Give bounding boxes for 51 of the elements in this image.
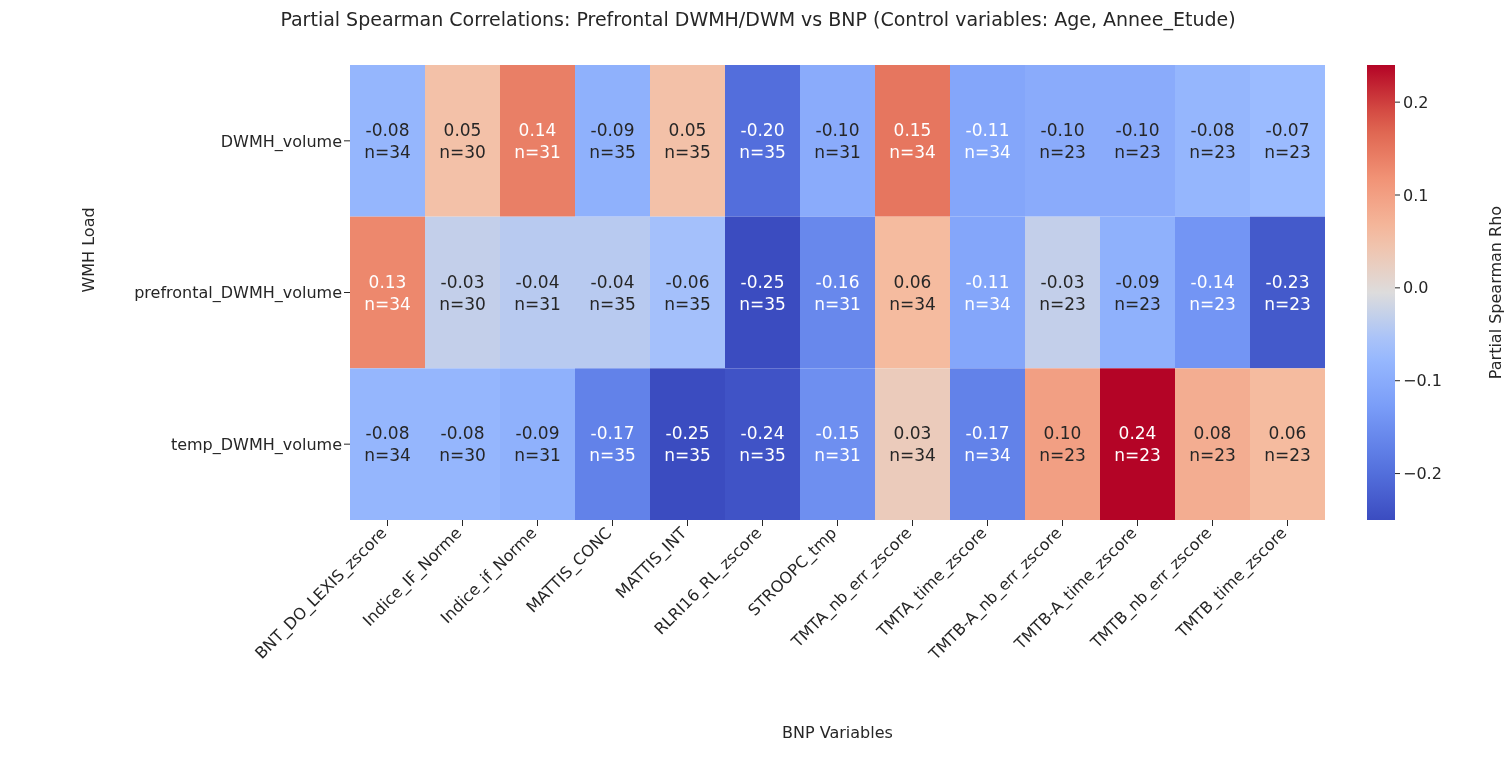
y-tick-label: temp_DWMH_volume bbox=[170, 434, 342, 455]
data-label: -0.10 n=23 bbox=[1114, 119, 1161, 162]
data-label: 0.05 n=30 bbox=[439, 119, 486, 162]
data-label: -0.15 n=31 bbox=[814, 423, 861, 466]
data-label: -0.09 n=23 bbox=[1114, 271, 1161, 314]
data-label: -0.08 n=34 bbox=[364, 119, 411, 162]
data-label: -0.16 n=31 bbox=[814, 271, 861, 314]
data-label: -0.07 n=23 bbox=[1264, 119, 1311, 162]
data-label: 0.15 n=34 bbox=[889, 119, 936, 162]
data-label: 0.14 n=31 bbox=[514, 119, 561, 162]
data-label: -0.23 n=23 bbox=[1264, 271, 1311, 314]
color-bar-label: −0.1 bbox=[1403, 371, 1442, 391]
color-bar-label: −0.2 bbox=[1403, 464, 1442, 484]
data-label: 0.05 n=35 bbox=[664, 119, 711, 162]
data-label: -0.09 n=35 bbox=[589, 119, 636, 162]
data-label: -0.17 n=35 bbox=[589, 423, 636, 466]
data-label: -0.06 n=35 bbox=[664, 271, 711, 314]
data-label: -0.25 n=35 bbox=[664, 423, 711, 466]
data-label: 0.10 n=23 bbox=[1039, 423, 1086, 466]
color-bar-label: 0.0 bbox=[1403, 278, 1429, 298]
data-label: -0.10 n=23 bbox=[1039, 119, 1086, 162]
data-label: -0.20 n=35 bbox=[739, 119, 786, 162]
data-label: -0.03 n=30 bbox=[439, 271, 486, 314]
data-label: -0.08 n=23 bbox=[1189, 119, 1236, 162]
data-label: -0.25 n=35 bbox=[739, 271, 786, 314]
data-label: 0.03 n=34 bbox=[889, 423, 936, 466]
data-label: -0.08 n=34 bbox=[364, 423, 411, 466]
data-label: -0.08 n=30 bbox=[439, 423, 486, 466]
data-label: -0.04 n=31 bbox=[514, 271, 561, 314]
data-label: -0.04 n=35 bbox=[589, 271, 636, 314]
color-bar-label: 0.2 bbox=[1403, 92, 1429, 112]
data-label: -0.24 n=35 bbox=[739, 423, 786, 466]
data-label: -0.09 n=31 bbox=[514, 423, 561, 466]
data-label: -0.03 n=23 bbox=[1039, 271, 1086, 314]
y-tick-label: DWMH_volume bbox=[220, 131, 342, 152]
data-label: -0.14 n=23 bbox=[1189, 271, 1236, 314]
x-axis-title: BNP Variables bbox=[782, 723, 893, 742]
data-label: 0.13 n=34 bbox=[364, 271, 411, 314]
data-label: 0.08 n=23 bbox=[1189, 423, 1236, 466]
color-bar-label: 0.1 bbox=[1403, 185, 1429, 205]
data-label: 0.06 n=23 bbox=[1264, 423, 1311, 466]
color-bar-title: Partial Spearman Rho bbox=[1485, 205, 1505, 380]
data-label: -0.11 n=34 bbox=[964, 119, 1011, 162]
data-label: -0.10 n=31 bbox=[814, 119, 861, 162]
y-tick-label: prefrontal_DWMH_volume bbox=[134, 283, 342, 304]
data-label: -0.11 n=34 bbox=[964, 271, 1011, 314]
data-label: -0.17 n=34 bbox=[964, 423, 1011, 466]
data-label: 0.06 n=34 bbox=[889, 271, 936, 314]
y-axis-title: WMH Load bbox=[78, 207, 98, 293]
data-label: 0.24 n=23 bbox=[1114, 423, 1161, 466]
chart-title: Partial Spearman Correlations: Prefrontal DWMH/DWM vs BNP (Control variables: Age, Annee_Etude) bbox=[279, 8, 1237, 30]
